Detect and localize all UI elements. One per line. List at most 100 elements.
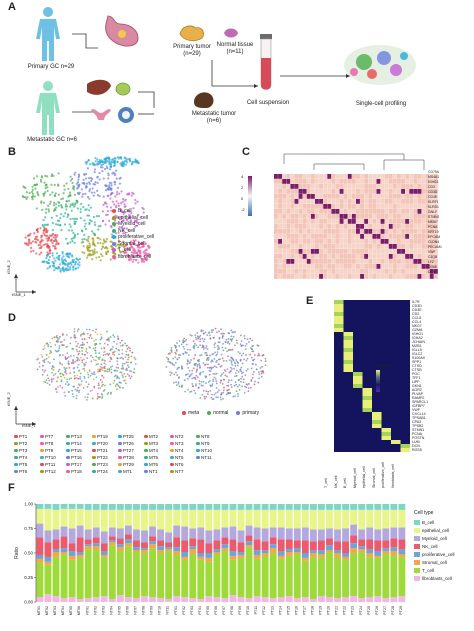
tsne-d-point: [94, 359, 97, 362]
tsne-d-point: [233, 344, 236, 347]
heatmap-c-cell: [294, 264, 299, 269]
heatmap-c-cell: [397, 214, 401, 219]
tsne-b-point: [53, 183, 56, 186]
heatmap-c-cell: [421, 219, 426, 224]
tsne-d-point: [45, 342, 48, 345]
heatmap-c-cell: [388, 174, 393, 179]
tsne-d-point: [252, 373, 254, 376]
tsne-d-point: [211, 393, 213, 396]
tsne-b-point: [52, 204, 56, 207]
tsne-d-point: [220, 328, 222, 331]
tsne-d-point: [241, 385, 243, 388]
heatmap-c-cell: [339, 219, 344, 224]
heatmap-c-gene-label: STMN1: [428, 215, 440, 219]
bar-f-segment: [318, 556, 325, 597]
heatmap-e-cell: [343, 340, 353, 344]
tsne-b-point: [54, 259, 57, 262]
tsne-d-point: [124, 356, 127, 359]
heatmap-c-cell: [405, 214, 410, 219]
heatmap-c-cell: [310, 184, 315, 189]
heatmap-c-cell: [364, 254, 369, 259]
heatmap-c-cell: [421, 179, 426, 184]
tsne-d-point: [43, 361, 46, 364]
heatmap-c-cell: [335, 234, 340, 239]
sample-legend-label: MT4: [149, 448, 158, 453]
tsne-d-point: [125, 361, 128, 364]
tsne-d-point: [173, 373, 176, 376]
tsne-d-point: [48, 362, 51, 364]
tsne-d-point: [83, 362, 85, 365]
tsne-d-point: [180, 385, 183, 388]
bar-f-segment: [293, 552, 301, 554]
tsne-d-point: [224, 370, 227, 373]
bar-f-segment: [334, 553, 341, 557]
heatmap-e-cell: [362, 388, 372, 392]
heatmap-c-cell: [286, 184, 291, 189]
tsne-b-point: [63, 188, 66, 191]
heatmap-c-cell: [327, 209, 332, 214]
bar-f-segment: [350, 504, 358, 510]
tsne-d-point: [185, 352, 188, 354]
tsne-d-point: [64, 356, 67, 358]
tsne-d-point: [89, 334, 92, 337]
heatmap-c-cell: [388, 224, 393, 229]
heatmap-c-cell: [343, 264, 348, 269]
tsne-d-point: [188, 375, 191, 378]
bar-f-segment: [84, 598, 92, 602]
tsne-b-point: [136, 221, 139, 224]
heatmap-c-scale-tick: 2: [241, 185, 244, 190]
sample-legend-swatch: [92, 462, 96, 467]
tsne-b-point: [117, 247, 120, 250]
tsne-d-point: [125, 367, 128, 370]
heatmap-c-cell: [343, 249, 348, 254]
heatmap-c-cell: [384, 274, 389, 279]
sample-legend-swatch: [92, 434, 96, 439]
tsne-d-point: [57, 337, 60, 340]
tsne-d-point: [86, 398, 88, 401]
bar-f-segment: [213, 552, 221, 554]
heatmap-c-cell: [290, 174, 295, 179]
tsne-d-point: [217, 396, 219, 399]
tsne-d-point: [76, 350, 79, 353]
heatmap-c-cell: [413, 204, 418, 209]
tsne-d-point: [264, 364, 267, 367]
tsne-d-point: [208, 373, 211, 376]
heatmap-c-cell: [392, 274, 397, 279]
tsne-d-point: [239, 334, 242, 337]
tsne-d-point: [206, 366, 209, 369]
tsne-d-point: [106, 352, 109, 355]
heatmap-c-cell: [397, 184, 401, 189]
tsne-b-point: [119, 244, 123, 247]
heatmap-c-cell: [310, 254, 315, 259]
sample-legend-swatch: [66, 469, 70, 474]
bar-f-legend-item: fibroblasts_cell: [414, 574, 455, 582]
tsne-b-point: [117, 202, 120, 205]
bar-f-segment: [116, 595, 124, 602]
tsne-b-point: [71, 240, 74, 243]
heatmap-c-cell: [417, 214, 422, 219]
bar-f-segment: [149, 597, 156, 602]
tsne-d-point: [50, 351, 53, 354]
heatmap-c-cell: [274, 239, 278, 244]
tsne-b-point: [76, 207, 79, 210]
tsne-d-point: [99, 342, 101, 345]
heatmap-e-legend-tick: 0: [382, 381, 385, 385]
tsne-d-point: [36, 358, 39, 361]
tsne-b-point: [86, 244, 89, 248]
heatmap-c-cell: [310, 274, 315, 279]
group-legend-label: normal: [213, 410, 229, 416]
tsne-d-point: [116, 357, 119, 360]
heatmap-c-cell: [356, 209, 360, 214]
heatmap-c-cell: [429, 179, 434, 184]
sample-legend-label: PT12: [45, 469, 56, 474]
heatmap-c-cell: [409, 244, 414, 249]
tsne-d-point: [228, 379, 230, 382]
bar-f-segment: [36, 523, 44, 538]
heatmap-c-cell: [286, 219, 291, 224]
tsne-b-point: [140, 260, 144, 263]
tsne-b-point: [130, 163, 133, 166]
heatmap-c-cell: [335, 224, 340, 229]
heatmap-c-cell: [339, 239, 344, 244]
bar-f-segment: [108, 527, 116, 537]
bar-f-segment: [44, 530, 52, 543]
